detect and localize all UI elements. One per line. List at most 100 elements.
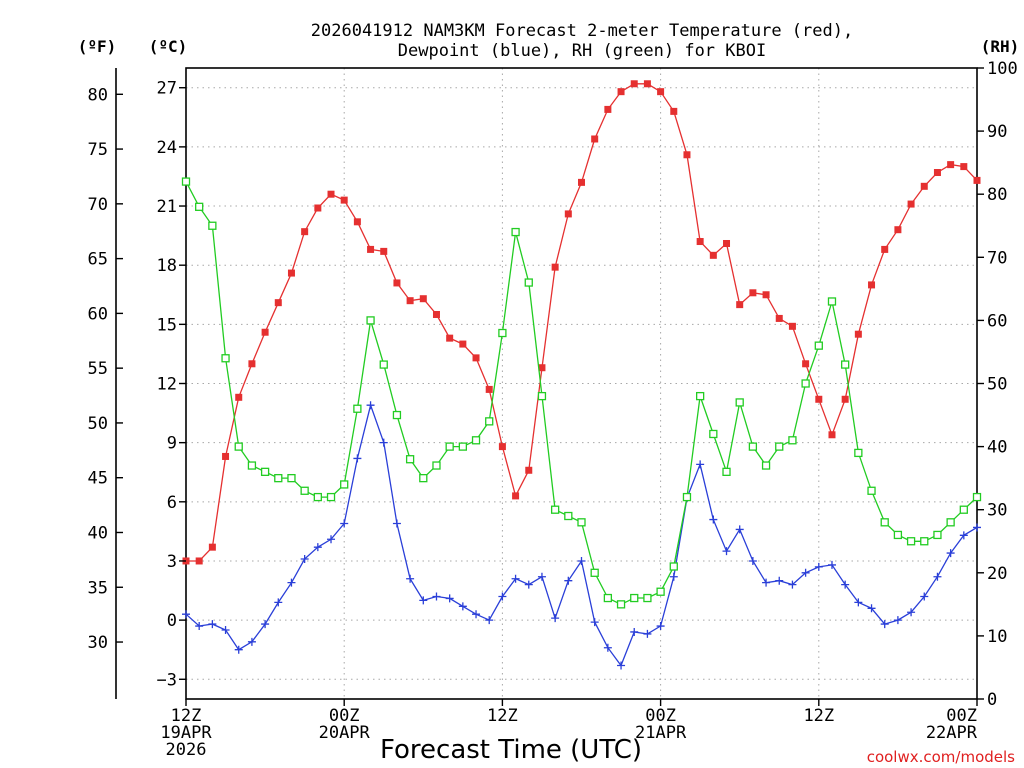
x-tick-label: 00Z 21APR: [635, 706, 687, 743]
rh-point: [550, 505, 560, 514]
2-meter-temperature-point: [525, 466, 533, 474]
dewpoint-point: [458, 602, 467, 611]
dewpoint-point: [406, 574, 415, 583]
dewpoint-point: [907, 608, 916, 617]
celsius-tick-label: 24: [157, 138, 177, 158]
rh-point: [405, 455, 415, 464]
2-meter-temperature-point: [393, 279, 401, 287]
2-meter-temperature-point: [367, 245, 375, 253]
dewpoint-point: [709, 515, 718, 524]
2-meter-temperature-point: [406, 297, 414, 305]
rh-point: [867, 486, 876, 495]
rh-point: [946, 518, 955, 527]
dewpoint-point: [775, 576, 784, 585]
rh-tick-label: 20: [987, 564, 1007, 584]
celsius-tick-label: 12: [157, 375, 177, 395]
2-meter-temperature-point: [920, 182, 928, 190]
2-meter-temperature-point: [907, 200, 915, 208]
2-meter-temperature-point: [670, 107, 678, 115]
2-meter-temperature-series: [182, 80, 981, 565]
fahrenheit-tick-label: 55: [88, 359, 108, 379]
rh-point: [274, 473, 283, 483]
chart-title-line2: Dewpoint (blue), RH (green) for KBOI: [398, 41, 766, 61]
dewpoint-point: [748, 556, 757, 565]
2-meter-temperature-point: [485, 385, 493, 393]
dewpoint-point: [445, 594, 454, 603]
dewpoint-point: [867, 604, 876, 613]
2-meter-temperature-point: [881, 245, 889, 253]
dewpoint-point: [669, 572, 678, 581]
dewpoint-point: [392, 519, 401, 528]
2-meter-temperature-point: [472, 354, 480, 362]
dewpoint-point: [511, 574, 520, 583]
rh-line: [185, 181, 978, 606]
rh-point: [577, 518, 586, 527]
fahrenheit-tick-label: 65: [88, 250, 108, 270]
dewpoint-point: [788, 580, 797, 589]
celsius-tick-label: 3: [167, 552, 177, 572]
rh-point: [669, 562, 678, 571]
rh-point: [959, 505, 968, 514]
rh-tick-label: 60: [987, 311, 1007, 331]
dewpoint-point: [973, 523, 981, 532]
dewpoint-point: [801, 568, 810, 577]
celsius-unit-label: (ºC): [149, 37, 188, 56]
dewpoint-point: [419, 596, 428, 605]
2-meter-temperature-point: [947, 161, 955, 169]
rh-point: [221, 354, 230, 363]
dewpoint-point: [287, 578, 296, 587]
dewpoint-point: [182, 610, 190, 619]
credit-label: coolwx.com/models: [867, 748, 1015, 766]
2-meter-temperature-point: [762, 291, 770, 299]
dewpoint-point: [432, 592, 441, 601]
fahrenheit-tick-label: 40: [88, 523, 108, 543]
rh-point: [260, 467, 270, 476]
2-meter-temperature-point: [788, 322, 796, 330]
celsius-tick-label: −3: [157, 670, 177, 690]
rh-point: [933, 530, 942, 540]
dewpoint-point: [234, 645, 243, 654]
dewpoint-point: [551, 614, 560, 623]
rh-point: [748, 442, 758, 451]
rh-point: [300, 486, 309, 495]
celsius-tick-label: 0: [167, 611, 177, 631]
dewpoint-point: [854, 598, 863, 607]
dewpoint-point: [195, 622, 204, 631]
2-meter-temperature-point: [419, 295, 427, 303]
rh-point: [234, 442, 243, 451]
rh-point: [603, 593, 613, 603]
dewpoint-point: [366, 401, 375, 410]
2-meter-temperature-point: [604, 105, 612, 113]
dewpoint-point: [208, 620, 217, 629]
2-meter-temperature-point: [828, 431, 836, 439]
2-meter-temperature-point: [723, 239, 731, 247]
fahrenheit-tick-label: 70: [88, 195, 108, 215]
dewpoint-point: [537, 572, 546, 581]
2-meter-temperature-point: [564, 210, 572, 218]
2-meter-temperature-point: [380, 247, 388, 255]
rh-point: [841, 360, 850, 369]
rh-point: [722, 467, 731, 476]
gridlines: [186, 68, 977, 699]
rh-point: [814, 341, 823, 350]
2-meter-temperature-point: [736, 301, 744, 309]
rh-point: [972, 492, 982, 502]
fahrenheit-tick-label: 35: [88, 578, 108, 598]
dewpoint-point: [933, 572, 942, 581]
2-meter-temperature-point: [578, 178, 585, 186]
rh-point: [788, 436, 797, 445]
2-meter-temperature-point: [709, 251, 717, 259]
2-meter-temperature-point: [591, 135, 599, 143]
dewpoint-point: [274, 598, 283, 607]
2-meter-temperature-point: [643, 80, 651, 88]
2-meter-temperature-point: [696, 238, 704, 246]
x-tick-label: 12Z: [487, 706, 518, 726]
rh-point: [893, 530, 903, 540]
dewpoint-point: [814, 562, 823, 571]
rh-point: [366, 316, 375, 325]
rh-series: [181, 177, 982, 609]
2-meter-temperature-point: [841, 395, 849, 403]
dewpoint-point: [353, 454, 362, 463]
rh-point: [906, 537, 916, 546]
